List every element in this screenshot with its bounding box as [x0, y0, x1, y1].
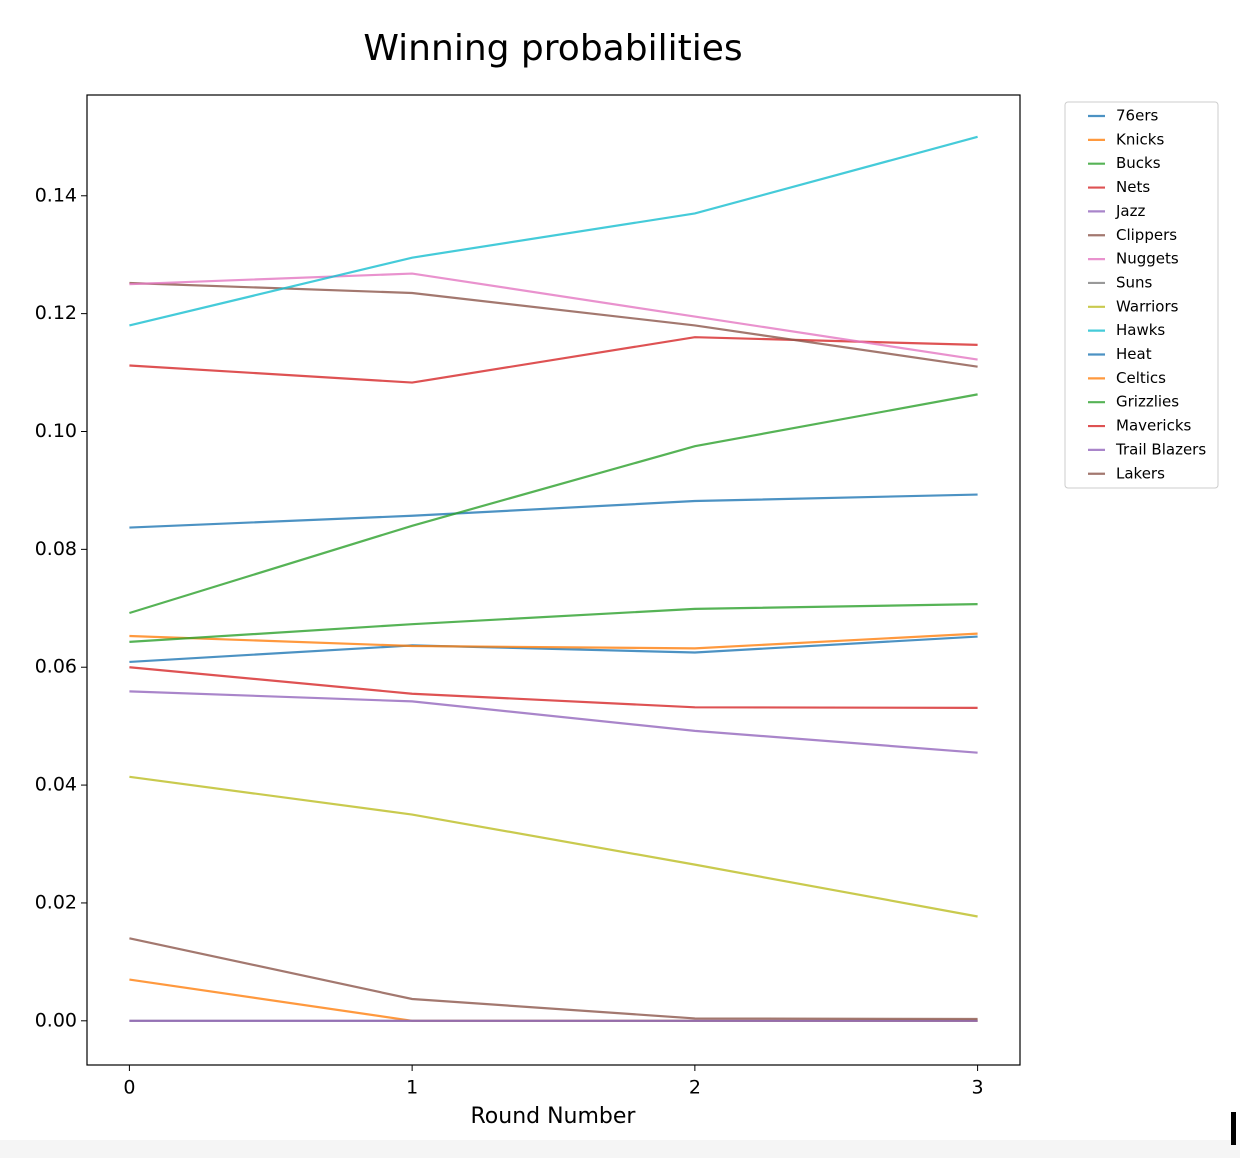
- legend-label: Celtics: [1116, 369, 1166, 387]
- legend-label: Nets: [1116, 178, 1150, 196]
- x-tick-label: 2: [689, 1077, 701, 1099]
- legend-label: Nuggets: [1116, 250, 1179, 268]
- series-line: [129, 666, 978, 709]
- y-tick-label: 0.08: [35, 538, 77, 560]
- legend-label: Heat: [1116, 345, 1152, 363]
- series-line: [129, 336, 978, 384]
- legend-label: Grizzlies: [1116, 393, 1179, 411]
- series-line: [129, 690, 978, 754]
- footer-bar: [0, 1140, 1240, 1158]
- y-tick-label: 0.02: [35, 891, 77, 913]
- series-line: [129, 978, 978, 1022]
- legend-label: Suns: [1116, 273, 1153, 291]
- plot-frame: [86, 94, 1021, 1066]
- legend-label: Lakers: [1116, 464, 1165, 482]
- series-line: [129, 272, 978, 361]
- cursor: [1231, 1112, 1236, 1145]
- legend-label: Jazz: [1115, 202, 1145, 220]
- series-line: [129, 135, 978, 327]
- legend-label: Hawks: [1116, 321, 1165, 339]
- legend-label: Warriors: [1116, 297, 1179, 315]
- series-line: [129, 632, 978, 650]
- series-line: [129, 493, 978, 529]
- legend-label: Clippers: [1116, 226, 1177, 244]
- series-line: [129, 281, 978, 368]
- chart-title: Winning probabilities: [363, 28, 742, 69]
- series-line: [129, 775, 978, 918]
- legend-label: Trail Blazers: [1115, 440, 1206, 458]
- series-line: [129, 937, 978, 1021]
- y-tick-label: 0.06: [35, 656, 77, 678]
- y-tick-label: 0.04: [35, 774, 77, 796]
- x-axis-label: Round Number: [471, 1104, 637, 1129]
- y-tick-label: 0.10: [35, 420, 77, 442]
- x-tick-label: 1: [406, 1077, 418, 1099]
- legend-label: 76ers: [1116, 107, 1158, 125]
- x-tick-label: 0: [123, 1077, 135, 1099]
- y-tick-label: 0.14: [35, 184, 77, 206]
- y-tick-label: 0.12: [35, 302, 77, 324]
- legend-label: Bucks: [1116, 154, 1161, 172]
- x-tick-label: 3: [972, 1077, 984, 1099]
- y-tick-label: 0.00: [35, 1009, 77, 1031]
- legend-label: Knicks: [1116, 130, 1164, 148]
- legend-box: [1064, 101, 1219, 489]
- series-line: [129, 635, 978, 664]
- series-line: [129, 393, 978, 615]
- series-line: [129, 603, 978, 643]
- legend-label: Mavericks: [1116, 417, 1192, 435]
